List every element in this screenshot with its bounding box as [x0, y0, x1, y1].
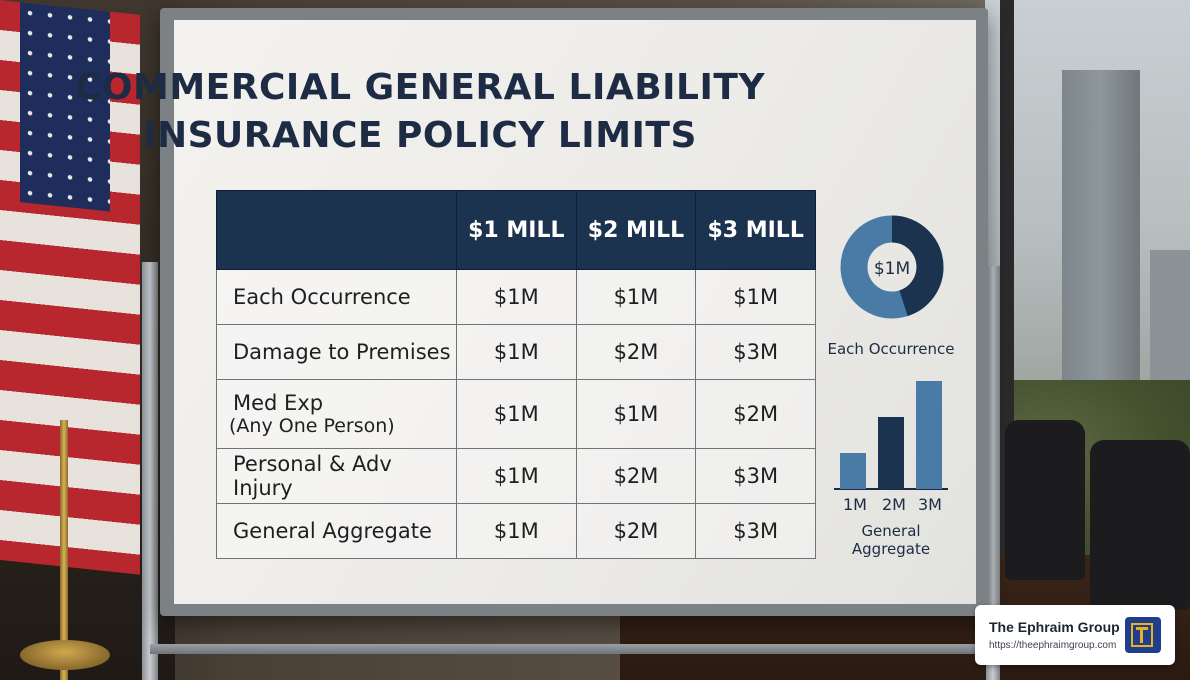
- title-line-1: COMMERCIAL GENERAL LIABILITY: [74, 67, 766, 108]
- donut-center-label: $1M: [874, 259, 910, 279]
- stand-crossbar: [150, 644, 995, 654]
- cell: $3M: [695, 503, 816, 559]
- donut-ring-dark: [840, 215, 944, 319]
- stand-right-leg: [986, 266, 1000, 680]
- cell: $1M: [456, 269, 577, 325]
- company-badge: The Ephraim Group https://theephraimgrou…: [975, 605, 1175, 665]
- cell: $3M: [695, 324, 816, 380]
- table-row: General Aggregate $1M $2M $3M: [216, 503, 816, 559]
- company-logo-icon: [1125, 617, 1161, 653]
- header-1-mill: $1 MILL: [456, 190, 577, 270]
- table-row: Med Exp (Any One Person) $1M $1M $2M: [216, 379, 816, 449]
- cell: $2M: [575, 324, 697, 380]
- chair: [1005, 420, 1085, 580]
- donut-caption: Each Occurrence: [827, 340, 955, 358]
- bar-2m: [878, 417, 904, 489]
- skyscraper: [1062, 70, 1140, 400]
- table-row: Personal & Adv Injury $1M $2M $3M: [216, 448, 816, 504]
- bar-label-3m: 3M: [918, 495, 942, 514]
- row-label: Med Exp (Any One Person): [216, 379, 457, 449]
- bar-chart-caption: General Aggregate: [851, 522, 931, 558]
- cell: $1M: [456, 503, 577, 559]
- header-blank: [216, 190, 457, 270]
- bar-label-2m: 2M: [882, 495, 906, 514]
- cell: $2M: [575, 503, 697, 559]
- policy-limits-table: $1 MILL $2 MILL $3 MILL Each Occurrence …: [216, 190, 816, 559]
- header-2-mill: $2 MILL: [575, 190, 697, 270]
- bar-label-1m: 1M: [843, 495, 867, 514]
- row-label: Damage to Premises: [216, 324, 457, 380]
- donut-svg: $1M: [840, 215, 944, 319]
- table-header-row: $1 MILL $2 MILL $3 MILL: [216, 190, 816, 270]
- flag-base: [20, 640, 110, 670]
- cell: $1M: [575, 379, 697, 449]
- cell: $1M: [695, 269, 816, 325]
- cell: $3M: [695, 448, 816, 504]
- row-label-sub: (Any One Person): [229, 415, 395, 437]
- row-label: Each Occurrence: [216, 269, 457, 325]
- row-label: General Aggregate: [216, 503, 457, 559]
- row-label-main: Med Exp: [233, 391, 324, 415]
- cell: $2M: [575, 448, 697, 504]
- bar-chart: [834, 381, 948, 490]
- cell: $1M: [456, 324, 577, 380]
- cell: $2M: [695, 379, 816, 449]
- cell: $1M: [456, 448, 577, 504]
- chair: [1090, 440, 1190, 610]
- donut-chart: $1M: [840, 205, 945, 330]
- board-title: COMMERCIAL GENERAL LIABILITY INSURANCE P…: [70, 64, 770, 160]
- company-url: https://theephraimgroup.com: [989, 640, 1117, 651]
- table-row: Each Occurrence $1M $1M $1M: [216, 269, 816, 325]
- company-name: The Ephraim Group: [989, 619, 1120, 635]
- building: [1150, 250, 1190, 400]
- row-label: Personal & Adv Injury: [216, 448, 457, 504]
- flag-pole: [60, 420, 68, 680]
- header-3-mill: $3 MILL: [695, 190, 816, 270]
- cell: $1M: [456, 379, 577, 449]
- cell: $1M: [575, 269, 697, 325]
- bar-1m: [840, 453, 866, 489]
- window-frame: [1000, 0, 1014, 560]
- title-line-2: INSURANCE POLICY LIMITS: [143, 115, 697, 156]
- stand-left-leg: [142, 262, 158, 680]
- table-row: Damage to Premises $1M $2M $3M: [216, 324, 816, 380]
- bar-3m: [916, 381, 942, 489]
